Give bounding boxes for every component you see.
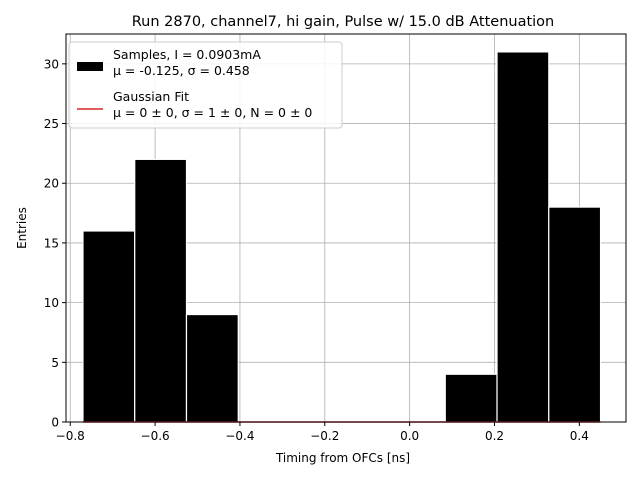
y-tick-label: 15	[44, 236, 59, 250]
x-tick-label: 0.0	[400, 429, 419, 443]
histogram-bar	[548, 206, 602, 423]
y-tick-label: 20	[44, 177, 59, 191]
legend-entry-text: Samples, I = 0.0903mA	[113, 47, 261, 62]
y-axis-label: Entries	[15, 207, 29, 249]
histogram-bar	[496, 51, 550, 423]
y-tick-label: 10	[44, 296, 59, 310]
legend-frame	[68, 41, 343, 129]
legend-entry-text: μ = 0 ± 0, σ = 1 ± 0, N = 0 ± 0	[113, 105, 312, 120]
x-tick-label: 0.2	[485, 429, 504, 443]
legend-entry-text: Gaussian Fit	[113, 89, 189, 104]
histogram-bar	[444, 373, 498, 423]
plot-frame	[65, 33, 627, 423]
x-tick-label: −0.4	[225, 429, 254, 443]
legend-entry-text: μ = -0.125, σ = 0.458	[113, 63, 250, 78]
x-tick-label: −0.8	[56, 429, 85, 443]
y-tick-label: 0	[51, 416, 59, 430]
chart-title: Run 2870, channel7, hi gain, Pulse w/ 15…	[132, 14, 555, 30]
histogram-bar	[185, 313, 239, 423]
y-tick-label: 5	[51, 356, 59, 370]
x-axis-label: Timing from OFCs [ns]	[275, 451, 410, 465]
legend-samples-swatch	[77, 62, 103, 71]
y-tick-label: 25	[44, 117, 59, 131]
x-tick-label: −0.6	[141, 429, 170, 443]
histogram-bar	[134, 158, 188, 423]
y-tick-label: 30	[44, 57, 59, 71]
x-tick-label: −0.2	[310, 429, 339, 443]
x-tick-label: 0.4	[570, 429, 589, 443]
histogram-bar	[82, 230, 136, 423]
